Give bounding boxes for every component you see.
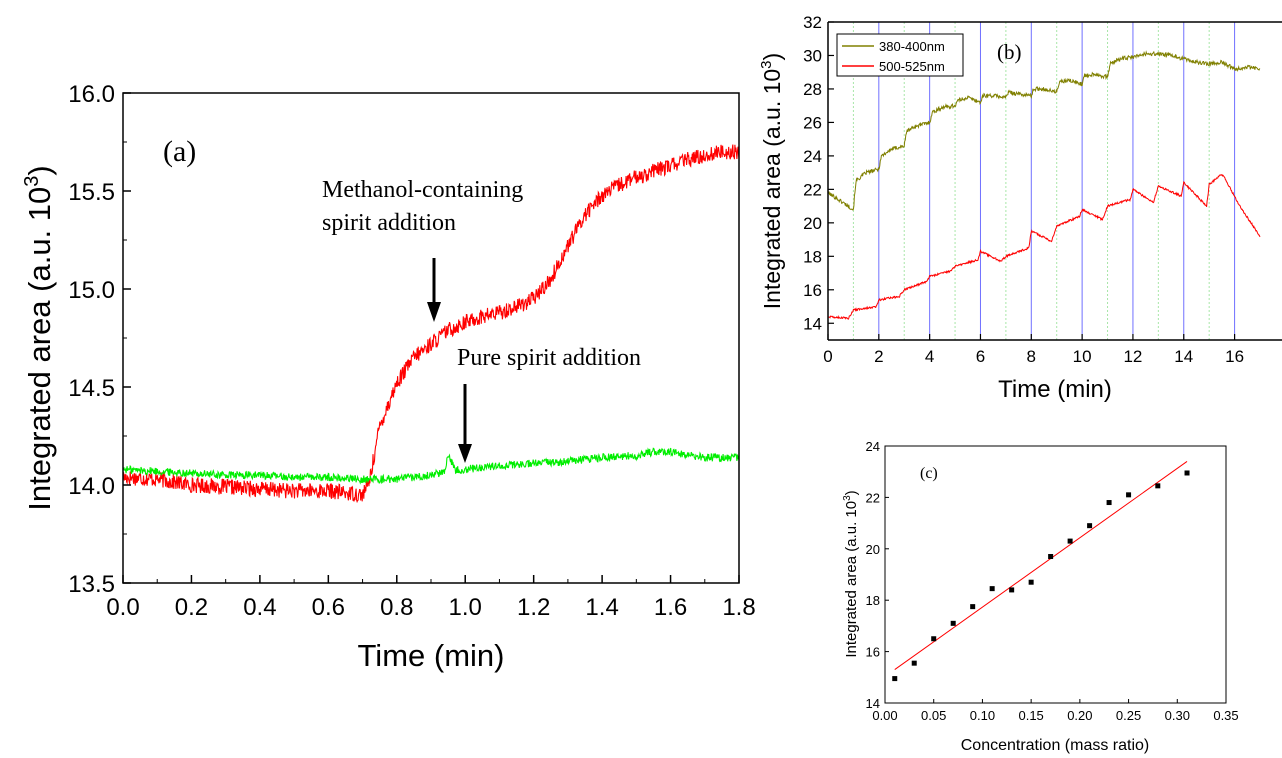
panel-c-frame [884, 445, 1227, 704]
panel-c-x-tick-label: 0.30 [1165, 708, 1190, 723]
panel-a-x-tick-label: 0.0 [106, 594, 139, 621]
panel-a-y-tick-label: 14.5 [68, 375, 115, 402]
panel-c-data-point [1009, 587, 1015, 593]
panel-a-label: (a) [163, 135, 196, 168]
panel-c-data-point [892, 676, 898, 682]
panel-c-x-axis-title: Concentration (mass ratio) [961, 737, 1150, 754]
panel-c-data-point [950, 620, 956, 626]
panel-c-series-group [892, 461, 1190, 682]
panel-b-x-tick-label: 10 [1073, 347, 1092, 366]
panel-a-y-axis-title: Integrated area (a.u. 103) [21, 165, 57, 510]
panel-a: 0.0 0.2 0.4 0.6 0.8 1.0 1.2 1.4 1.6 1.8 13.5 14.0 14… [21, 81, 756, 673]
panel-b-y-tick-label: 14 [803, 314, 822, 333]
panel-c-data-point [1048, 554, 1054, 560]
panel-c-data-point [1087, 523, 1093, 529]
panel-a-x-tick-label: 1.2 [517, 594, 550, 621]
panel-a-x-axis-title: Time (min) [358, 638, 505, 673]
panel-a-x-tick-label: 0.8 [380, 594, 413, 621]
panel-a-x-tick-label: 0.4 [243, 594, 276, 621]
panel-b-y-tick-label: 22 [803, 180, 822, 199]
panel-b-y-tick-label: 24 [803, 147, 822, 166]
panel-c-data-point [1126, 492, 1132, 498]
series-line-methanol-red [122, 144, 740, 504]
panel-a-y-tick-label: 14.0 [68, 473, 115, 500]
panel-a-x-tick-label: 1.6 [654, 594, 687, 621]
panel-a-x-tick-label: 1.8 [722, 594, 755, 621]
panel-b-x-tick-label: 12 [1123, 347, 1142, 366]
panel-a-x-tick-label: 0.6 [312, 594, 345, 621]
annotation-pure-spirit: Pure spirit addition [457, 345, 641, 371]
panel-c-data-point [1067, 538, 1073, 544]
panel-b-x-axis-title: Time (min) [998, 376, 1112, 403]
panel-b-y-tick-label: 16 [803, 281, 822, 300]
panel-c-y-tick-label: 20 [866, 542, 880, 557]
panel-b-x-tick-label: 14 [1174, 347, 1193, 366]
panel-c-y-tick-label: 14 [866, 696, 880, 711]
panel-c-x-tick-label: 0.25 [1116, 708, 1141, 723]
panel-b-legend: 380-400nm 500-525nm [836, 33, 964, 77]
panel-b-x-tick-label: 2 [874, 347, 883, 366]
annotation-methanol-line1: Methanol-containing [322, 177, 523, 203]
panel-a-y-tick-label: 16.0 [68, 81, 115, 108]
legend-label-500-525nm: 500-525nm [879, 59, 945, 74]
panel-a-y-tick-label: 15.5 [68, 179, 115, 206]
panel-c-data-point [970, 604, 976, 610]
panel-c-x-tick-label: 0.00 [872, 708, 897, 723]
panel-c-data-point [1106, 500, 1112, 506]
panel-b-marker-lines [852, 22, 1236, 340]
panel-a-frame [122, 92, 740, 584]
panel-c-x-tick-label: 0.20 [1067, 708, 1092, 723]
panel-c-data-point [1155, 483, 1161, 489]
panel-c: 0.00 0.05 0.10 0.15 0.20 0.25 0.30 0.35 14 16 18 20… [842, 439, 1239, 754]
panel-b-y-tick-label: 32 [803, 13, 822, 32]
panel-a-x-tick-label: 1.4 [585, 594, 618, 621]
panel-b-y-tick-label: 28 [803, 80, 822, 99]
arrow-methanol [427, 258, 441, 322]
panel-b-y-axis-title: Integrated area (a.u. 103) [758, 53, 785, 309]
panel-a-x-tick-label: 1.0 [449, 594, 482, 621]
panel-c-y-tick-label: 22 [866, 490, 880, 505]
panel-c-data-point [931, 636, 937, 642]
panel-c-data-point [1028, 579, 1034, 585]
panel-c-x-tick-label: 0.10 [970, 708, 995, 723]
annotation-methanol-line2: spirit addition [322, 210, 456, 236]
panel-c-x-tick-label: 0.35 [1213, 708, 1238, 723]
panel-a-x-tick-label: 0.2 [175, 594, 208, 621]
panel-c-x-tick-label: 0.15 [1018, 708, 1043, 723]
panel-c-y-tick-label: 16 [866, 645, 880, 660]
panel-c-y-tick-label: 24 [866, 439, 880, 454]
panel-c-data-point [1184, 470, 1190, 476]
panel-b-label: (b) [997, 40, 1022, 64]
series-line-pure-green [122, 447, 740, 485]
series-line-380-400nm [827, 50, 1261, 211]
panel-c-y-axis-title: Integrated area (a.u. 103) [842, 490, 860, 657]
legend-label-380-400nm: 380-400nm [879, 39, 945, 54]
panel-a-series-group [122, 144, 740, 504]
panel-c-y-tick-label: 18 [866, 593, 880, 608]
panel-b-y-tick-label: 26 [803, 113, 822, 132]
panel-b-x-tick-label: 0 [823, 347, 832, 366]
panel-c-x-tick-label: 0.05 [921, 708, 946, 723]
series-line-500-525nm [827, 174, 1261, 320]
panel-b-y-tick-label: 30 [803, 46, 822, 65]
panel-c-label: (c) [920, 465, 938, 482]
panel-b-x-tick-label: 8 [1027, 347, 1036, 366]
panel-c-fit-line [894, 461, 1188, 670]
panel-b-y-tick-label: 20 [803, 214, 822, 233]
panel-b-x-tick-label: 16 [1225, 347, 1244, 366]
arrow-pure-spirit [458, 384, 472, 463]
panel-b-x-tick-label: 4 [925, 347, 934, 366]
panel-c-data-point [989, 586, 995, 592]
panel-a-y-tick-label: 13.5 [68, 571, 115, 598]
panel-b-y-tick-label: 18 [803, 247, 822, 266]
panel-a-y-tick-label: 15.0 [68, 277, 115, 304]
panel-b-x-tick-label: 6 [976, 347, 985, 366]
panel-b-series-group [827, 50, 1261, 320]
panel-c-data-point [911, 660, 917, 666]
